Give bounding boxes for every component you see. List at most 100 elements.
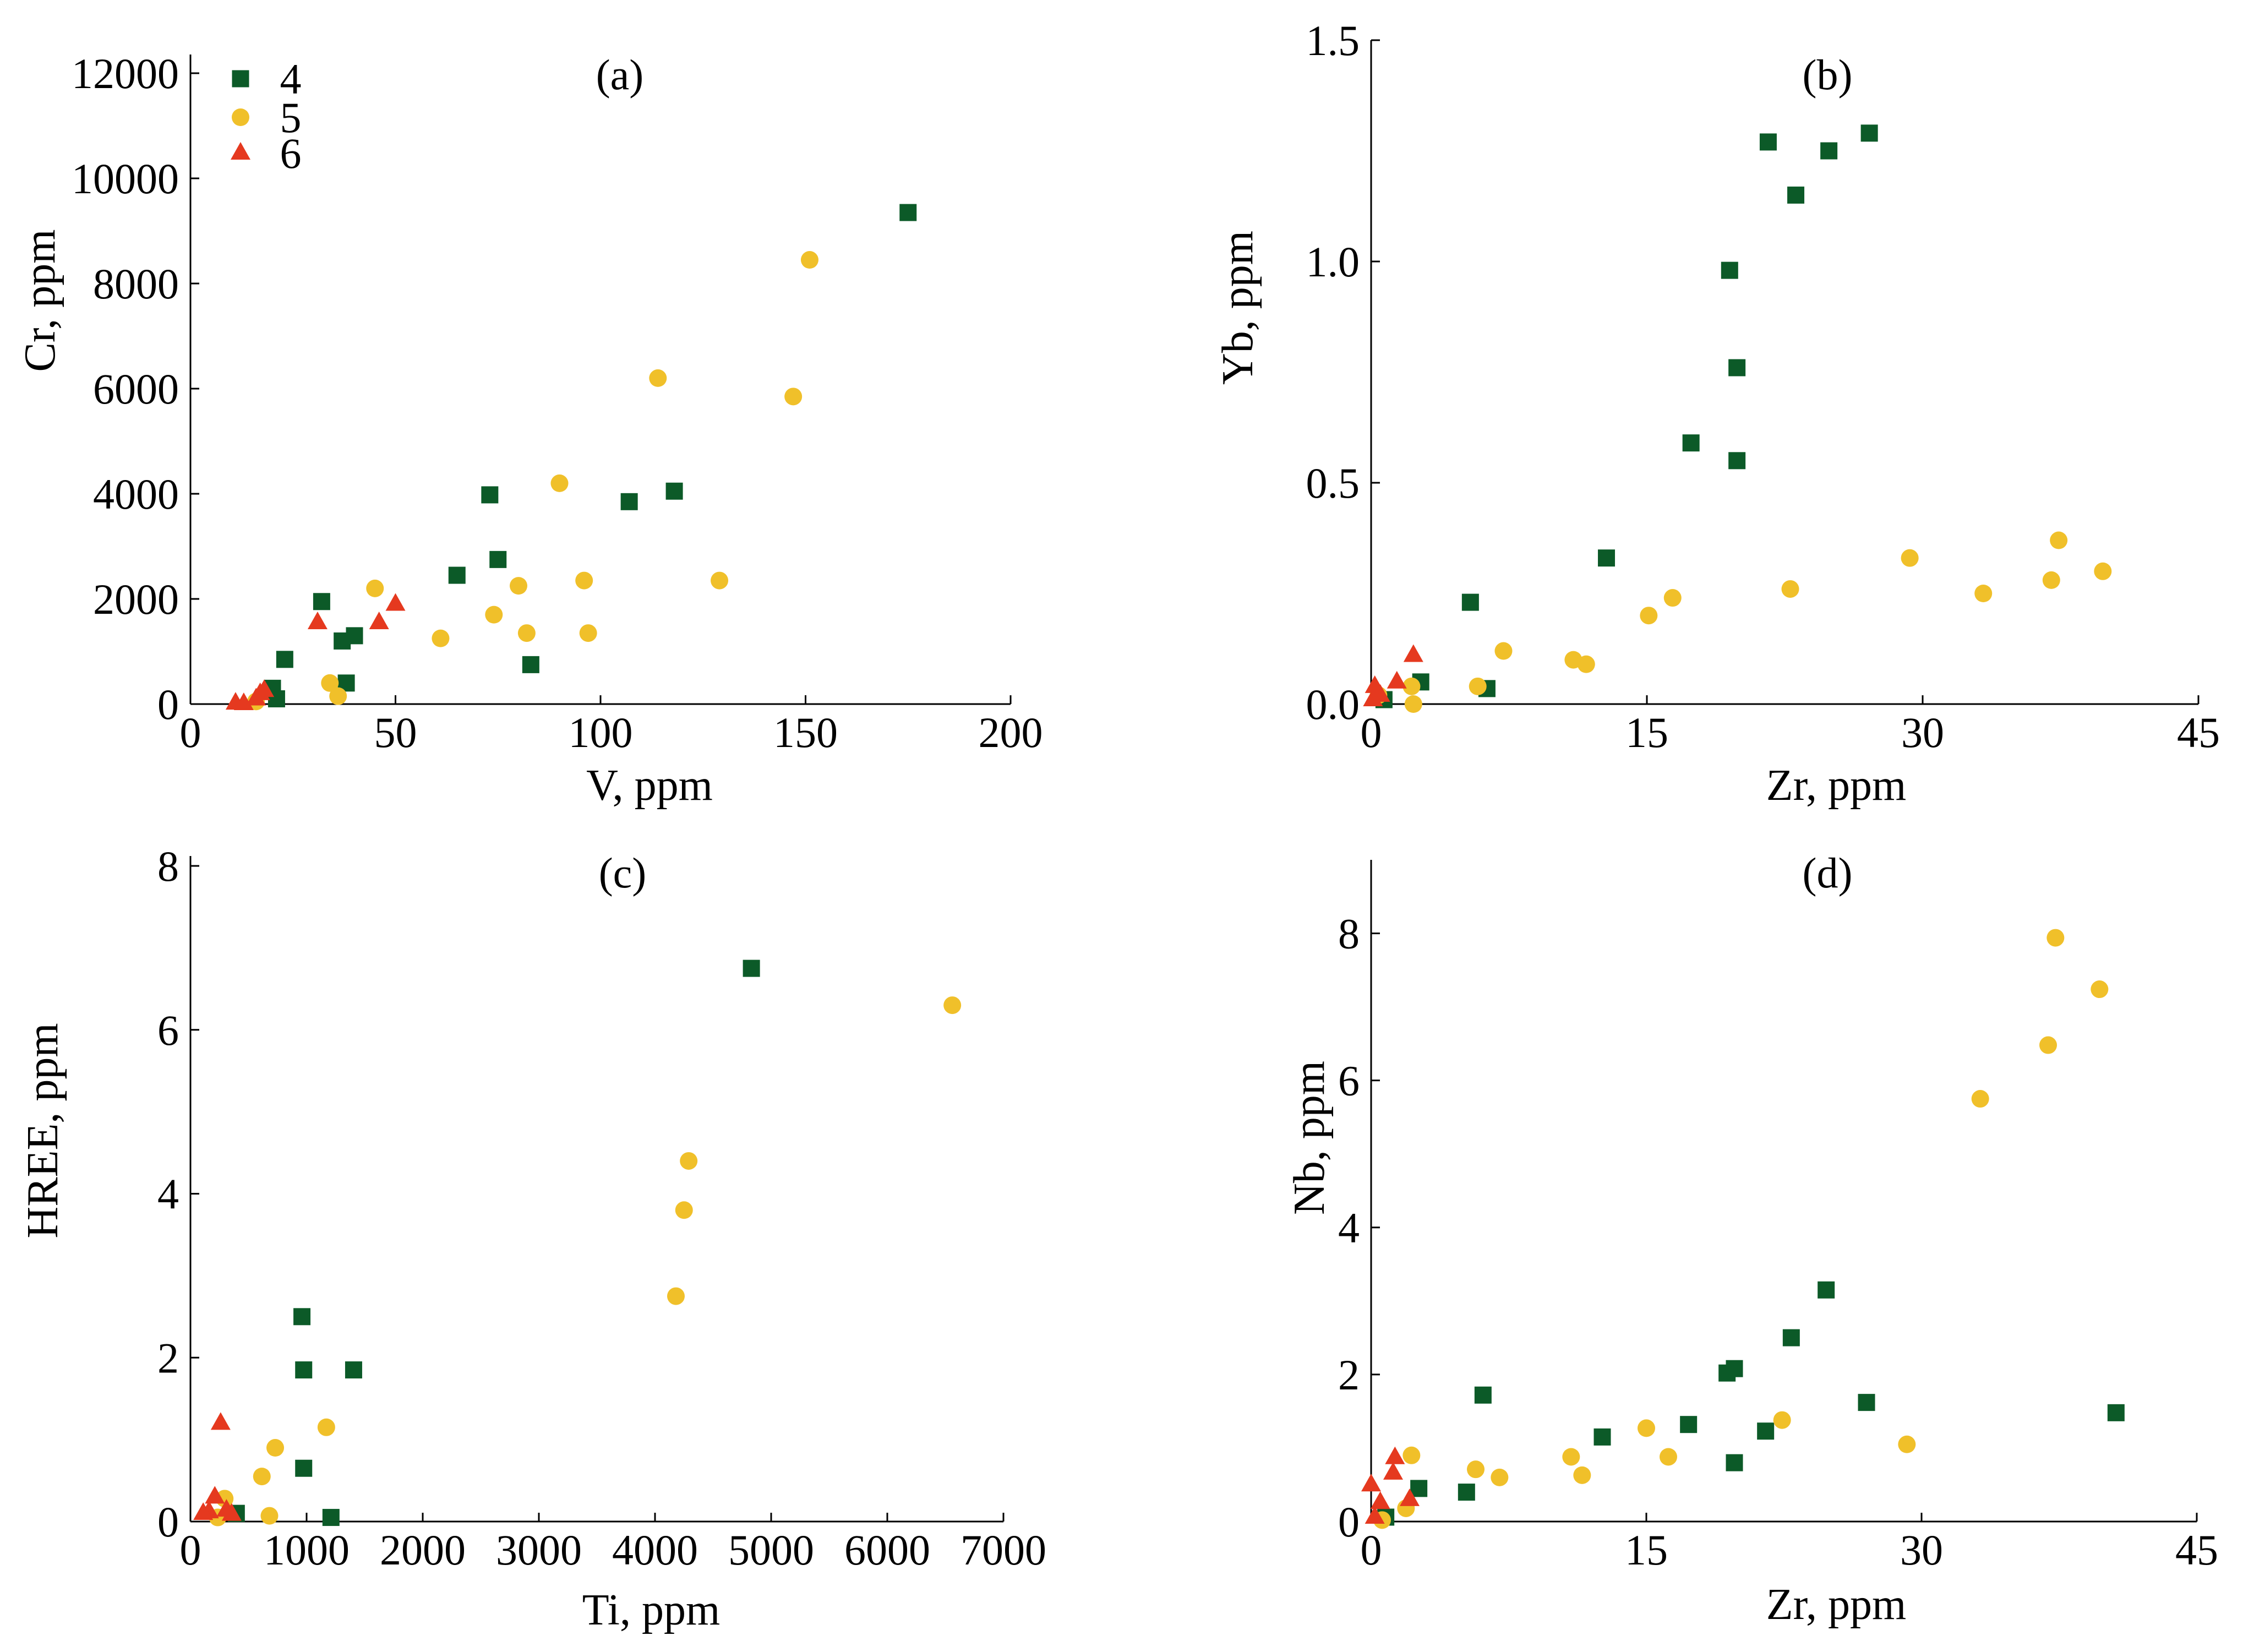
panel-c-x-tick-label: 4000 [612,1526,698,1574]
panel-a-series-4-point [313,593,330,610]
panel-a-series-4-point [448,566,466,584]
panel-b-series-5-point [2050,531,2068,549]
panel-d-x-axis-label: Zr, ppm [1766,1580,1907,1629]
panel-a-series-5-point [321,674,339,692]
panel-b-series-4-point [1860,124,1878,142]
panel-c-series-4-point [743,959,760,977]
panel-d-series-5-point [2091,980,2109,999]
panel-c-series-4-point [295,1361,313,1379]
panel-b-series-5-point [1901,549,1919,567]
panel-c-series-6-point [210,1412,231,1430]
panel-a-y-tick-label: 4000 [93,470,179,518]
panel-c-series-4-point [293,1308,311,1326]
panel-a-series-5-point [800,251,818,269]
panel-c-x-tick-label: 5000 [728,1526,814,1574]
panel-d-series-5-point [2046,929,2065,947]
panel-d-x-tick-label: 45 [2175,1526,2218,1574]
panel-d-series-6-point [1400,1488,1420,1506]
panel-a-series-5-point [366,579,384,597]
panel-d-series-6-point [1385,1446,1405,1464]
panel-a-x-axis-label: V, ppm [586,761,713,810]
legend-circle-marker [232,108,249,126]
panel-c-points [193,959,962,1526]
panel-b-x-axis-label: Zr, ppm [1766,761,1907,810]
panel-b-series-4-point [1787,186,1805,204]
panel-c-series-5-point [266,1439,285,1457]
panel-a-series-5-point [550,474,569,492]
panel-b-y-tick-label: 1.0 [1306,238,1360,286]
panel-a-series-5-point [432,629,450,647]
panel-d-series-4-point [1680,1416,1698,1433]
panel-c-series-5-point [675,1201,693,1219]
panel-b-series-5-point [1469,677,1487,695]
panel-d-points [1361,929,2125,1529]
panel-d-series-4-point [1410,1480,1428,1497]
panel-a-series-4-point [665,482,683,500]
panel-c-y-tick-label: 4 [157,1170,179,1218]
panel-c-x-tick-label: 7000 [960,1526,1046,1574]
panel-a-series-5-point [579,624,597,642]
legend-label: 6 [280,129,302,177]
panel-a-series-6-point [254,679,275,697]
panel-d-x-tick-label: 15 [1625,1526,1668,1574]
panel-b-series-5-point [1663,589,1682,607]
panel-b-series-5-point [1577,655,1595,673]
legend-square-marker [232,70,249,88]
panel-a-series-4-point [481,486,499,504]
legend-label: 4 [280,55,302,103]
panel-b-x-tick-label: 15 [1625,708,1668,756]
panel-b-series-5-point [1404,695,1422,713]
panel-c-series-5-point [253,1468,271,1486]
panel-d-title: (d) [1803,849,1853,897]
panel-a-y-tick-label: 6000 [93,365,179,413]
panel-c-y-tick-label: 8 [157,842,179,890]
panel-d-series-6-point [1365,1506,1385,1524]
panel-b-x-tick-label: 30 [1901,708,1944,756]
panel-d-series-4-point [1474,1386,1492,1404]
panel-a-series-4-point [522,656,539,673]
panel-a-series-6-point [369,611,389,629]
panel-b: 0 15 30 45 0.0 0.5 1.0 1.5 (b) Zr, ppm Yb, ppm [1214,17,2220,810]
panel-a-series-5-point [575,571,593,590]
panel-c-y-axis-label: HREE, ppm [19,1023,67,1238]
panel-b-series-6-point [1363,688,1383,706]
panel-d-series-5-point [1773,1411,1791,1429]
panel-a-title: (a) [596,51,644,99]
panel-d-series-5-point [1562,1448,1580,1466]
panel-d-series-4-point [1593,1428,1611,1446]
panel-a-y-tick-label: 2000 [93,575,179,623]
panel-d-series-4-point [1782,1329,1800,1346]
panel-d-series-5-point [1898,1435,1916,1453]
panel-d-y-tick-label: 6 [1338,1057,1360,1105]
panel-b-series-4-point [1728,452,1746,470]
panel-a-x-tick-label: 150 [773,708,838,756]
panel-c: 0 1000 2000 3000 4000 5000 6000 7000 0 2 4 6 8 (c) Ti,… [19,842,1046,1634]
panel-b-series-5-point [2042,571,2060,589]
panel-d-series-4-point [2107,1404,2125,1421]
panel-b-y-tick-label: 0.0 [1306,680,1360,728]
panel-b-series-4-point [1759,133,1777,151]
panel-a-x-tick-label: 200 [979,708,1043,756]
panel-b-series-5-point [2094,562,2112,580]
panel-c-series-4-point [345,1361,362,1379]
panel-a-series-5-point [510,577,527,595]
panel-b-y-axis-label: Yb, ppm [1214,231,1262,385]
panel-d-series-4-point [1726,1454,1743,1471]
panel-b-series-5-point [1402,677,1421,695]
panel-c-x-tick-label: 6000 [844,1526,930,1574]
panel-c-series-5-point [680,1152,698,1170]
panel-d-series-5-point [1467,1460,1485,1479]
panel-c-series-6-point [205,1486,225,1504]
panel-c-title: (c) [599,849,647,897]
panel-b-series-4-point [1728,359,1746,377]
panel-c-x-axis-label: Ti, ppm [582,1586,721,1634]
panel-b-series-5-point [1974,585,1993,602]
panel-d-y-tick-label: 2 [1338,1351,1360,1399]
panel-c-series-5-point [260,1507,279,1525]
panel-a: 0 50 100 150 200020004000600080001000012000(… [16,50,1043,810]
panel-c-series-5-point [667,1287,685,1305]
panel-b-title: (b) [1803,51,1853,99]
